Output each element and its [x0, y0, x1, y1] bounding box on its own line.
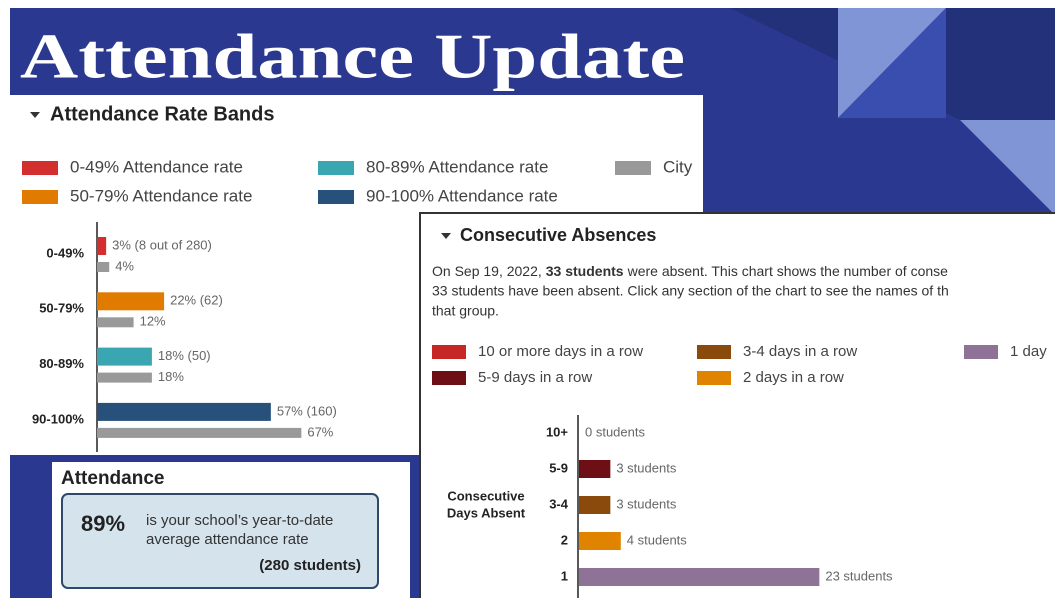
bar — [97, 372, 152, 383]
data-label: 12% — [140, 314, 166, 329]
y-tick-label: 10+ — [546, 424, 568, 439]
collapse-caret[interactable] — [30, 112, 40, 118]
description: On Sep 19, 2022, 33 students were absent. … — [432, 263, 948, 279]
legend-label: 10 or more days in a row — [478, 343, 643, 360]
bar[interactable] — [97, 347, 152, 366]
y-tick-label: 1 — [561, 568, 568, 583]
legend-label: 1 day — [1010, 343, 1047, 360]
y-tick-label: 2 — [561, 532, 568, 547]
stat-count: (280 students) — [259, 557, 361, 574]
data-label: 57% (160) — [277, 403, 337, 418]
data-label: 0 students — [585, 424, 645, 439]
data-label: 4 students — [627, 532, 687, 547]
data-label: 3% (8 out of 280) — [112, 237, 212, 252]
data-label: 18% (50) — [158, 348, 211, 363]
chart: 0-49% Attendance rate 50-79% Attendance r… — [22, 157, 693, 439]
data-label: 67% — [307, 424, 333, 439]
panel-title: Attendance Rate Bands — [50, 103, 275, 125]
y-tick-label: 80-89% — [39, 356, 84, 371]
stat-box — [61, 493, 379, 589]
panel — [419, 212, 1055, 598]
data-label: 4% — [115, 258, 134, 273]
legend-swatch — [615, 161, 651, 175]
description-bold: 33 students — [546, 263, 624, 279]
y-tick-label: 3-4 — [549, 496, 569, 511]
data-label: 23 students — [825, 568, 893, 583]
legend-label: 5-9 days in a row — [478, 369, 592, 386]
bar[interactable] — [579, 460, 611, 478]
decor-light — [960, 120, 1055, 215]
bar[interactable] — [97, 292, 165, 311]
legend-swatch — [22, 161, 58, 175]
y-tick-label: 90-100% — [32, 411, 84, 426]
bar[interactable] — [579, 496, 611, 514]
legend-swatch — [432, 345, 466, 359]
bar[interactable] — [97, 237, 107, 255]
legend-label: 50-79% Attendance rate — [70, 186, 252, 205]
data-label: 22% (62) — [170, 293, 223, 308]
legend-swatch — [964, 345, 998, 359]
data-label: 18% — [158, 369, 184, 384]
description: that group. — [432, 303, 499, 319]
legend-label: 0-49% Attendance rate — [70, 157, 243, 176]
legend-swatch — [697, 345, 731, 359]
bar[interactable] — [579, 568, 820, 586]
description-text: On Sep 19, 2022, — [432, 263, 542, 279]
legend-swatch — [432, 371, 466, 385]
bar[interactable] — [97, 402, 271, 421]
page-title: Attendance Update — [20, 21, 685, 92]
legend-swatch — [22, 190, 58, 204]
bar — [97, 427, 302, 438]
legend-label: City — [663, 157, 693, 176]
description: 33 students have been absent. Click any … — [432, 283, 949, 299]
chart: 10 or more days in a row 5-9 days in a ro… — [432, 343, 1047, 586]
stat-text: is your school’s year-to-date — [146, 512, 333, 529]
legend-label: 3-4 days in a row — [743, 343, 857, 360]
panel-title: Consecutive Absences — [460, 225, 656, 245]
legend-label: 90-100% Attendance rate — [366, 186, 558, 205]
decor-mid — [838, 8, 946, 118]
y-tick-label: 0-49% — [46, 245, 84, 260]
y-tick-label: 5-9 — [549, 460, 568, 475]
y-tick-label: 50-79% — [39, 301, 84, 316]
data-label: 3 students — [616, 496, 676, 511]
bar[interactable] — [579, 532, 621, 550]
legend-label: 80-89% Attendance rate — [366, 157, 548, 176]
legend-swatch — [318, 190, 354, 204]
legend-label: 2 days in a row — [743, 369, 844, 386]
data-label: 3 students — [616, 460, 676, 475]
stat-text: average attendance rate — [146, 531, 309, 548]
bar — [97, 262, 110, 272]
legend-swatch — [697, 371, 731, 385]
description-text: were absent. This chart shows the number… — [627, 263, 949, 279]
bar — [97, 317, 134, 328]
legend-swatch — [318, 161, 354, 175]
y-axis-label: Consecutive — [447, 488, 524, 503]
card-title: Attendance — [61, 468, 164, 489]
collapse-caret[interactable] — [441, 233, 451, 239]
y-axis-label: Days Absent — [447, 505, 526, 520]
decor-dark — [730, 8, 1055, 215]
stat-value: 89% — [81, 511, 125, 536]
